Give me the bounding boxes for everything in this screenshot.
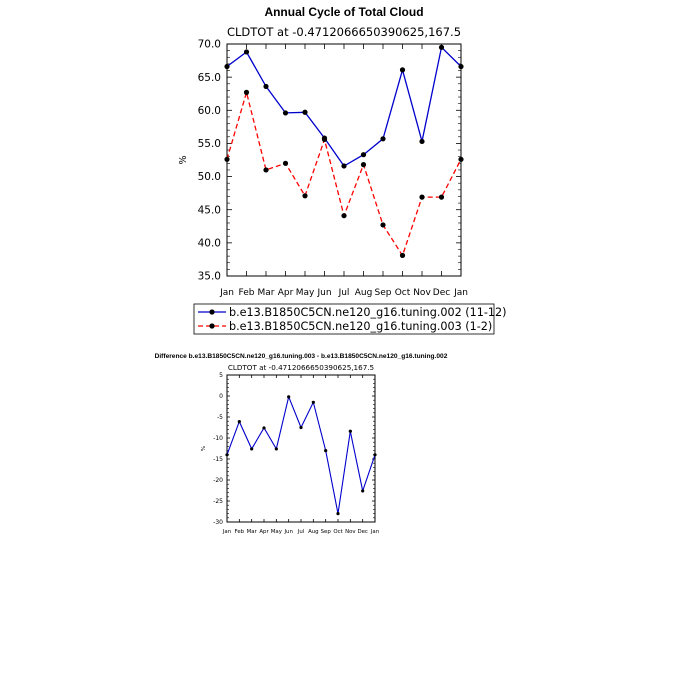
data-point [458,63,464,70]
x-tick-label: Apr [278,288,294,298]
data-point [348,429,352,433]
data-point [380,222,386,228]
x-tick-label: Dec [357,529,367,535]
data-point [360,152,367,158]
data-point [274,447,278,451]
data-point [282,110,289,116]
legend-entry-1: b.e13.B1850C5CN.ne120_g16.tuning.002 (11… [229,306,507,319]
legend-box [193,303,495,335]
legend-marker [209,309,215,315]
x-tick-label: Jun [316,288,331,298]
x-tick-label: Oct [333,529,342,535]
y-tick-label: 50.0 [198,171,221,183]
y-tick-label: 70.0 [198,39,221,51]
data-point [324,449,328,453]
x-tick-label: May [271,529,283,535]
data-point [243,89,250,95]
legend-entry-2: b.e13.B1850C5CN.ne120_g16.tuning.003 (1-… [229,320,492,333]
x-tick-label: Mar [247,529,258,535]
legend-marker [209,323,215,329]
x-tick-label: Aug [308,529,319,535]
chart-title: Annual Cycle of Total Cloud [264,5,423,19]
chart-subtitle: CLDTOT at -0.4712066650390625,167.5 [227,25,461,39]
data-point [336,511,340,516]
y-tick-label: -15 [213,456,223,463]
data-point [250,447,254,451]
x-tick-label: Jul [338,288,350,298]
x-tick-label: Jan [219,288,234,298]
series-line-2 [226,89,462,257]
chart-2: Difference b.e13.B1850C5CN.ne120_g16.tun… [155,353,448,535]
data-point [341,213,347,219]
x-tick-label: May [296,288,315,298]
data-point [361,489,365,493]
data-point [262,426,266,430]
y-tick-label: -10 [213,435,223,442]
data-point [287,395,291,399]
y-tick-label: 65.0 [198,72,221,84]
data-point [311,400,315,404]
x-tick-label: Sep [321,529,332,535]
y-tick-label: -5 [217,414,223,421]
data-point [360,162,367,168]
data-point [341,163,347,169]
y-tick-label: 35.0 [198,271,221,283]
data-point [302,109,308,115]
y-tick-label: 55.0 [198,138,221,150]
data-point [282,160,289,166]
y-axis-label: % [201,446,207,451]
x-tick-label: Nov [345,529,356,535]
data-point [380,136,386,142]
data-point [237,420,241,424]
legend: b.e13.B1850C5CN.ne120_g16.tuning.002 (11… [193,303,507,335]
y-tick-label: 60.0 [198,105,221,117]
data-point [302,193,308,199]
chart-1: Annual Cycle of Total Cloud CLDTOT at -0.… [178,5,507,335]
x-tick-label: Oct [395,288,411,298]
y-tick-label: -25 [213,498,223,505]
series-line-1 [226,394,376,514]
y-tick-label: 45.0 [198,204,221,216]
x-tick-label: Aug [355,288,373,298]
x-tick-label: Jun [283,529,292,535]
y-tick-label: -20 [213,477,223,484]
data-point [419,194,425,200]
x-tick-label: Sep [375,288,392,298]
data-point [419,138,425,145]
data-point [458,156,464,162]
data-point [438,194,445,200]
data-point [263,167,269,173]
data-point [224,63,230,70]
data-point [321,136,328,143]
x-tick-label: Jan [222,529,231,535]
data-point [263,83,269,90]
x-tick-label: Mar [258,288,275,298]
chart-title: Difference b.e13.B1850C5CN.ne120_g16.tun… [155,353,448,360]
x-tick-label: Jan [453,288,468,298]
data-point [299,425,303,430]
y-tick-label: -30 [213,519,223,526]
y-axis-label: % [178,155,189,164]
x-tick-label: Jan [370,529,379,535]
chart-subtitle: CLDTOT at -0.4712066650390625,167.5 [228,363,374,372]
x-tick-label: Nov [413,288,431,298]
y-tick-label: 40.0 [198,238,221,250]
data-point [373,453,377,457]
data-point [224,156,230,162]
x-tick-label: Feb [239,288,255,298]
data-point [438,44,445,50]
x-tick-label: Feb [235,529,245,535]
data-point [243,49,250,55]
y-tick-label: 5 [219,372,223,379]
x-tick-label: Jul [297,529,305,535]
y-tick-label: 0 [219,393,223,400]
x-tick-label: Dec [433,288,450,298]
data-point [399,252,406,259]
x-tick-label: Apr [259,529,269,535]
series-line-1 [226,45,462,167]
data-point [399,67,406,73]
data-point [225,453,229,457]
plot-frame [226,374,376,523]
